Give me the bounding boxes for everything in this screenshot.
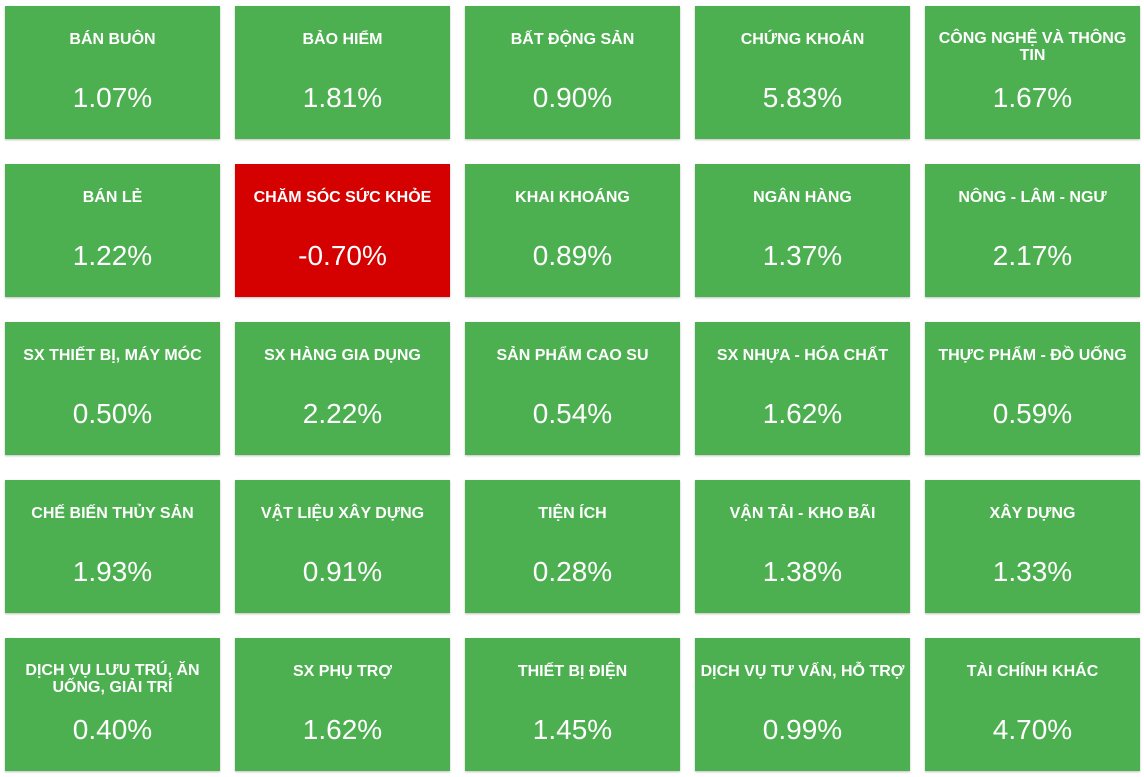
sector-name: NÔNG - LÂM - NGƯ bbox=[958, 189, 1107, 206]
sector-tile[interactable]: VẬT LIỆU XÂY DỰNG 0.91% bbox=[235, 480, 450, 613]
sector-tile[interactable]: DỊCH VỤ TƯ VẤN, HỖ TRỢ 0.99% bbox=[695, 638, 910, 771]
sector-change: 1.93% bbox=[72, 556, 153, 587]
sector-change: 1.37% bbox=[762, 240, 843, 271]
sector-name: CHẾ BIẾN THỦY SẢN bbox=[31, 505, 194, 522]
sector-tile[interactable]: XÂY DỰNG 1.33% bbox=[925, 480, 1140, 613]
sector-tile[interactable]: BÁN BUÔN 1.07% bbox=[5, 6, 220, 139]
sector-change: -0.70% bbox=[298, 240, 387, 271]
sector-tile[interactable]: BÁN LẺ 1.22% bbox=[5, 164, 220, 297]
sector-change: 1.62% bbox=[762, 398, 843, 429]
sector-tile[interactable]: THỰC PHẨM - ĐỒ UỐNG 0.59% bbox=[925, 322, 1140, 455]
sector-tile[interactable]: NÔNG - LÂM - NGƯ 2.17% bbox=[925, 164, 1140, 297]
sector-change: 1.07% bbox=[72, 82, 153, 113]
sector-tile[interactable]: SX HÀNG GIA DỤNG 2.22% bbox=[235, 322, 450, 455]
sector-change: 0.40% bbox=[72, 714, 153, 745]
sector-change: 0.89% bbox=[532, 240, 613, 271]
sector-name: SX PHỤ TRỢ bbox=[293, 663, 392, 680]
sector-name: BẢO HIỂM bbox=[302, 31, 383, 48]
sector-tile[interactable]: THIẾT BỊ ĐIỆN 1.45% bbox=[465, 638, 680, 771]
sector-change: 2.22% bbox=[302, 398, 383, 429]
sector-tile[interactable]: CHẾ BIẾN THỦY SẢN 1.93% bbox=[5, 480, 220, 613]
sector-name: DỊCH VỤ TƯ VẤN, HỖ TRỢ bbox=[700, 663, 905, 680]
sector-name: SX NHỰA - HÓA CHẤT bbox=[716, 347, 889, 364]
sector-tile[interactable]: TIỆN ÍCH 0.28% bbox=[465, 480, 680, 613]
sector-tile[interactable]: VẬN TẢI - KHO BÃI 1.38% bbox=[695, 480, 910, 613]
sector-name: SX THIẾT BỊ, MÁY MÓC bbox=[23, 347, 202, 364]
sector-change: 1.67% bbox=[992, 82, 1073, 113]
sector-name: CHĂM SÓC SỨC KHỎE bbox=[253, 189, 432, 206]
sector-change: 0.91% bbox=[302, 556, 383, 587]
sector-name: BẤT ĐỘNG SẢN bbox=[510, 31, 635, 48]
sector-name: KHAI KHOÁNG bbox=[515, 189, 630, 206]
sector-tile[interactable]: CHỨNG KHOÁN 5.83% bbox=[695, 6, 910, 139]
sector-change: 4.70% bbox=[992, 714, 1073, 745]
sector-change: 0.99% bbox=[762, 714, 843, 745]
sector-tile[interactable]: SX PHỤ TRỢ 1.62% bbox=[235, 638, 450, 771]
sector-change: 0.28% bbox=[532, 556, 613, 587]
sector-name: TIỆN ÍCH bbox=[538, 505, 607, 522]
sector-tile[interactable]: SẢN PHẨM CAO SU 0.54% bbox=[465, 322, 680, 455]
sector-change: 0.90% bbox=[532, 82, 613, 113]
sector-change: 1.81% bbox=[302, 82, 383, 113]
sector-name: THIẾT BỊ ĐIỆN bbox=[517, 663, 628, 680]
sector-name: NGÂN HÀNG bbox=[753, 189, 852, 206]
sector-change: 1.22% bbox=[72, 240, 153, 271]
sector-name: DỊCH VỤ LƯU TRÚ, ĂN UỐNG, GIẢI TRÍ bbox=[25, 662, 200, 696]
sector-heatmap-grid: BÁN BUÔN 1.07% BẢO HIỂM 1.81% BẤT ĐỘNG S… bbox=[5, 6, 1140, 771]
sector-tile[interactable]: BẢO HIỂM 1.81% bbox=[235, 6, 450, 139]
sector-name: CÔNG NGHỆ VÀ THÔNG TIN bbox=[938, 30, 1127, 64]
sector-tile[interactable]: CÔNG NGHỆ VÀ THÔNG TIN 1.67% bbox=[925, 6, 1140, 139]
sector-change: 0.59% bbox=[992, 398, 1073, 429]
sector-name: XÂY DỰNG bbox=[989, 505, 1076, 522]
sector-change: 0.54% bbox=[532, 398, 613, 429]
sector-name: VẬT LIỆU XÂY DỰNG bbox=[260, 505, 425, 522]
sector-name: VẬN TẢI - KHO BÃI bbox=[729, 505, 876, 522]
sector-tile[interactable]: SX THIẾT BỊ, MÁY MÓC 0.50% bbox=[5, 322, 220, 455]
sector-tile[interactable]: BẤT ĐỘNG SẢN 0.90% bbox=[465, 6, 680, 139]
sector-name: CHỨNG KHOÁN bbox=[740, 31, 865, 48]
sector-name: BÁN LẺ bbox=[82, 189, 143, 206]
sector-tile[interactable]: TÀI CHÍNH KHÁC 4.70% bbox=[925, 638, 1140, 771]
sector-change: 1.62% bbox=[302, 714, 383, 745]
sector-change: 5.83% bbox=[762, 82, 843, 113]
sector-name: SẢN PHẨM CAO SU bbox=[496, 347, 649, 364]
sector-tile[interactable]: DỊCH VỤ LƯU TRÚ, ĂN UỐNG, GIẢI TRÍ 0.40% bbox=[5, 638, 220, 771]
sector-name: TÀI CHÍNH KHÁC bbox=[966, 663, 1099, 680]
sector-tile[interactable]: KHAI KHOÁNG 0.89% bbox=[465, 164, 680, 297]
sector-name: BÁN BUÔN bbox=[69, 31, 156, 48]
sector-tile[interactable]: NGÂN HÀNG 1.37% bbox=[695, 164, 910, 297]
sector-tile[interactable]: CHĂM SÓC SỨC KHỎE -0.70% bbox=[235, 164, 450, 297]
sector-name: THỰC PHẨM - ĐỒ UỐNG bbox=[938, 347, 1127, 364]
sector-change: 1.33% bbox=[992, 556, 1073, 587]
sector-tile[interactable]: SX NHỰA - HÓA CHẤT 1.62% bbox=[695, 322, 910, 455]
sector-name: SX HÀNG GIA DỤNG bbox=[264, 347, 421, 364]
sector-change: 0.50% bbox=[72, 398, 153, 429]
sector-change: 1.38% bbox=[762, 556, 843, 587]
sector-change: 2.17% bbox=[992, 240, 1073, 271]
sector-change: 1.45% bbox=[532, 714, 613, 745]
